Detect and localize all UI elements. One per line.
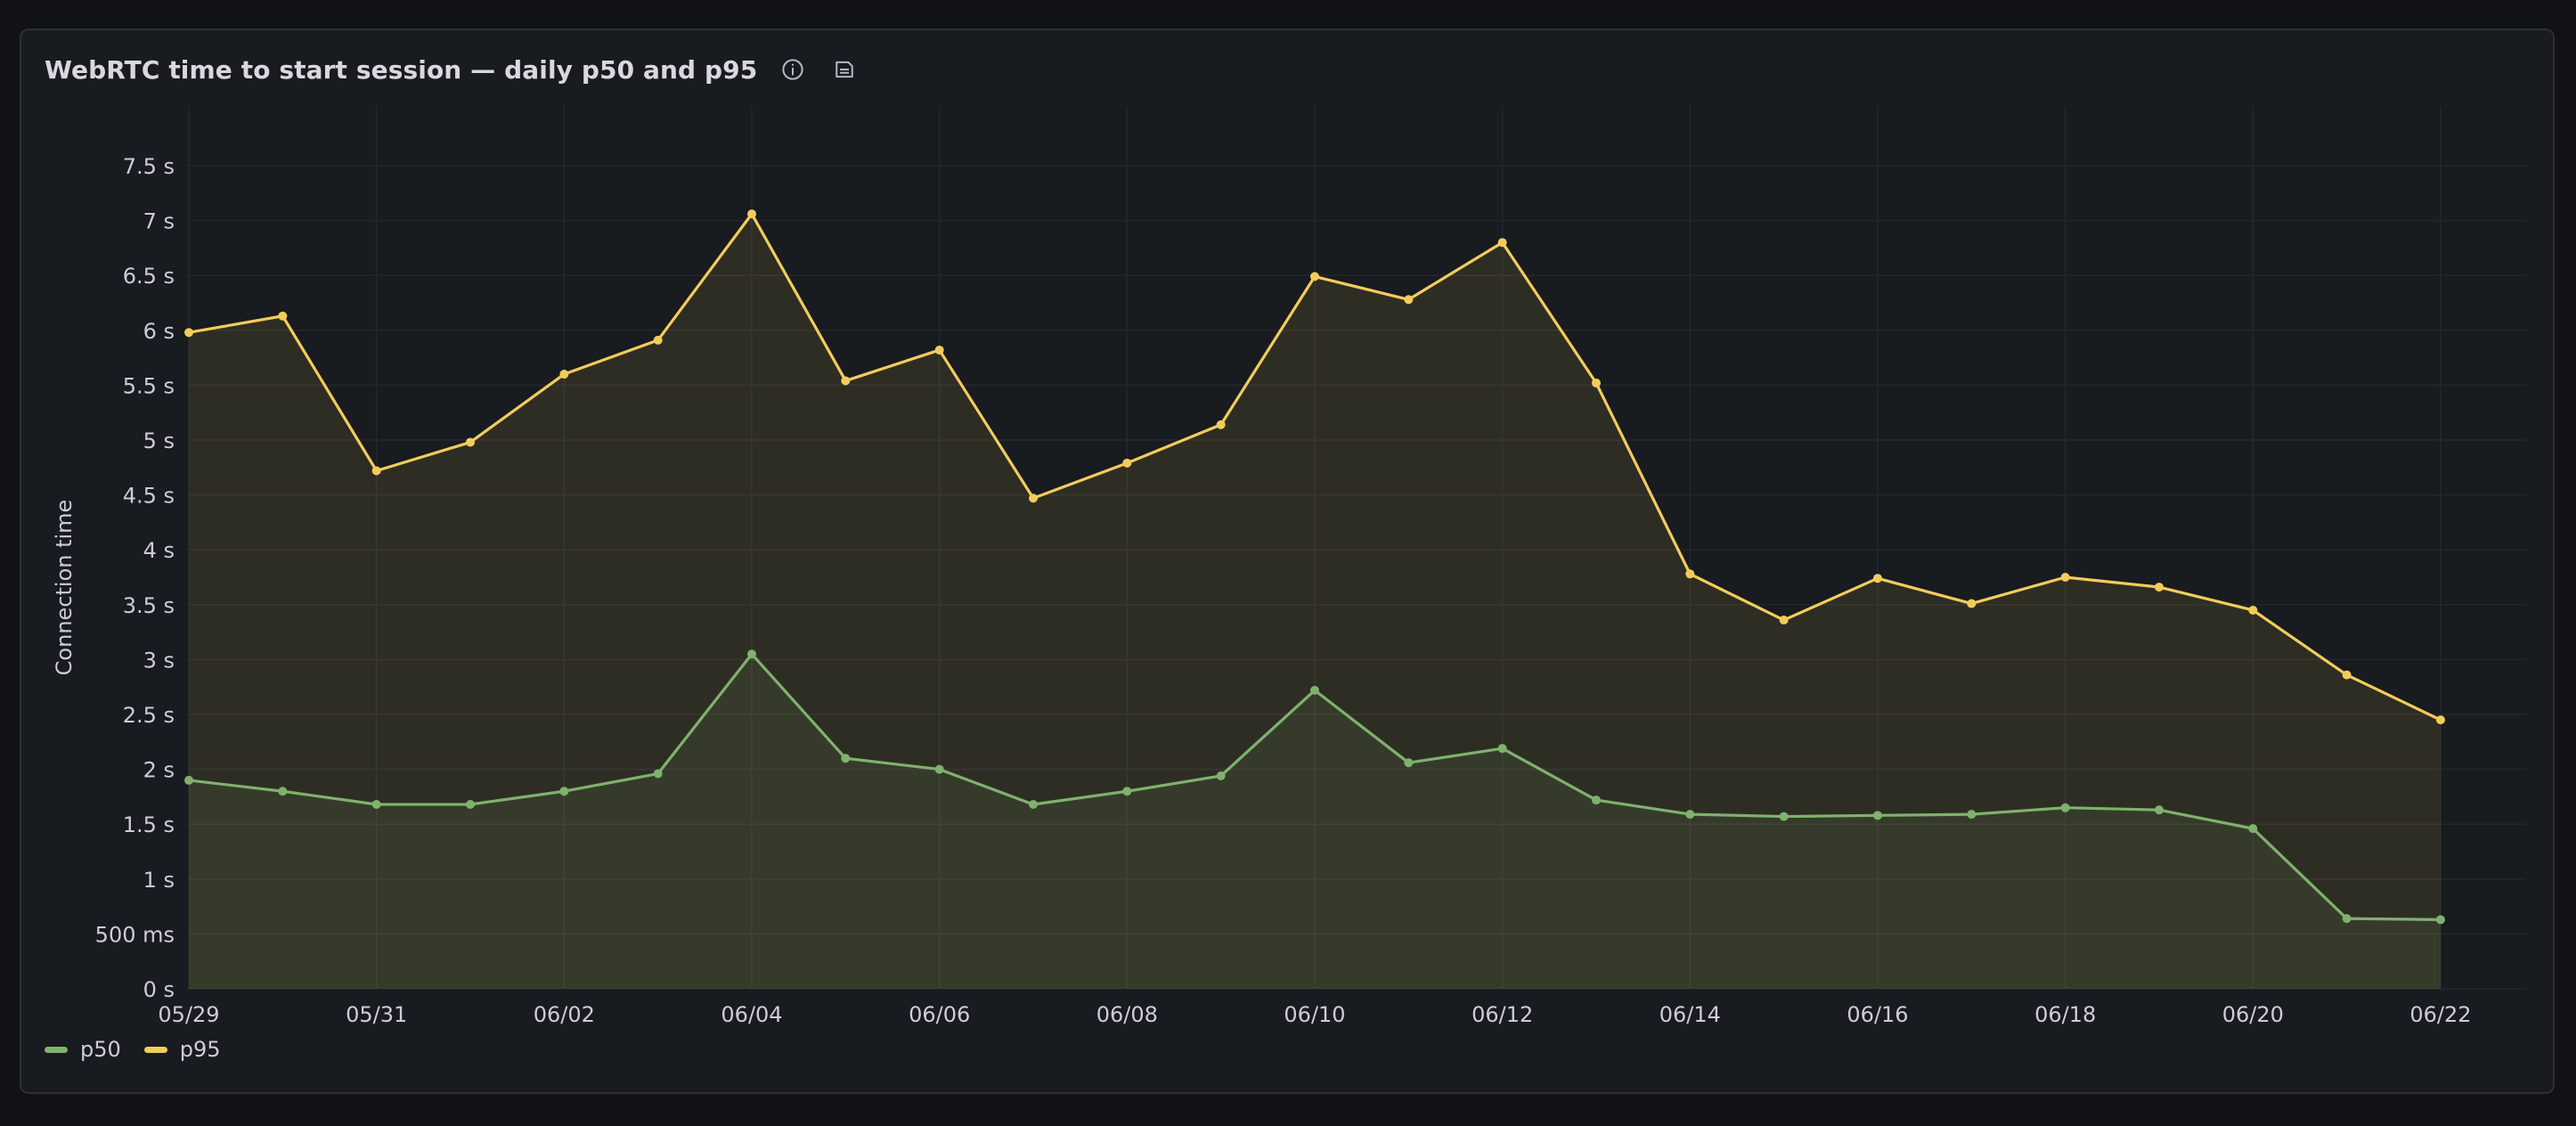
data-point-p50 bbox=[1404, 758, 1414, 768]
y-tick-label: 1.5 s bbox=[123, 812, 175, 837]
data-point-p95 bbox=[2342, 670, 2352, 680]
y-tick-label: 5.5 s bbox=[123, 373, 175, 398]
data-point-p50 bbox=[278, 787, 288, 796]
x-tick-label: 06/02 bbox=[534, 1002, 595, 1027]
data-point-p50 bbox=[2342, 914, 2352, 924]
data-point-p95 bbox=[1497, 238, 1507, 248]
panel-header: WebRTC time to start session — daily p50… bbox=[45, 50, 860, 89]
x-tick-label: 06/08 bbox=[1096, 1002, 1158, 1027]
y-tick-label: 4.5 s bbox=[123, 484, 175, 509]
y-tick-label: 7 s bbox=[143, 209, 175, 234]
data-point-p95 bbox=[2248, 605, 2258, 615]
data-point-p95 bbox=[371, 466, 381, 476]
data-point-p95 bbox=[1029, 494, 1038, 503]
info-icon[interactable] bbox=[777, 53, 809, 86]
x-tick-label: 06/16 bbox=[1846, 1002, 1908, 1027]
data-point-p95 bbox=[1873, 574, 1882, 583]
data-point-p95 bbox=[278, 311, 288, 321]
data-point-p50 bbox=[934, 764, 944, 774]
chart-panel: WebRTC time to start session — daily p50… bbox=[20, 29, 2555, 1094]
data-point-p50 bbox=[1592, 796, 1601, 805]
x-tick-label: 06/04 bbox=[721, 1002, 782, 1027]
y-tick-label: 0 s bbox=[143, 977, 175, 1002]
y-tick-label: 7.5 s bbox=[123, 154, 175, 179]
data-point-p50 bbox=[1873, 811, 1882, 820]
data-point-p95 bbox=[1310, 272, 1319, 282]
data-point-p95 bbox=[466, 437, 475, 447]
y-tick-label: 4 s bbox=[143, 538, 175, 563]
data-point-p95 bbox=[1404, 295, 1414, 305]
data-point-p50 bbox=[2155, 805, 2164, 815]
data-point-p95 bbox=[841, 376, 851, 386]
area-p95 bbox=[189, 214, 2441, 989]
data-point-p50 bbox=[1967, 810, 1977, 820]
x-tick-label: 06/10 bbox=[1284, 1002, 1345, 1027]
data-point-p95 bbox=[2060, 572, 2070, 582]
x-tick-label: 06/18 bbox=[2034, 1002, 2096, 1027]
data-point-p50 bbox=[2060, 803, 2070, 812]
panel-title: WebRTC time to start session — daily p50… bbox=[45, 54, 758, 85]
data-point-p95 bbox=[559, 370, 569, 379]
data-point-p50 bbox=[1029, 800, 1038, 810]
x-tick-label: 06/12 bbox=[1471, 1002, 1533, 1027]
data-point-p50 bbox=[1310, 685, 1319, 695]
data-point-p95 bbox=[1967, 599, 1977, 608]
data-point-p95 bbox=[934, 345, 944, 355]
y-tick-label: 3 s bbox=[143, 648, 175, 673]
data-point-p50 bbox=[184, 775, 193, 785]
chart-legend: p50 p95 bbox=[45, 1037, 221, 1062]
legend-item-p95[interactable]: p95 bbox=[143, 1037, 221, 1062]
line-chart: 0 s 500 ms 1 s 1.5 s 2 s 2.5 s 3 s 3.5 s 4 s 4.5 … bbox=[52, 106, 2526, 1027]
legend-label-p50: p50 bbox=[80, 1037, 121, 1062]
x-tick-label: 05/31 bbox=[346, 1002, 407, 1027]
data-point-p95 bbox=[653, 335, 663, 345]
data-point-p95 bbox=[747, 209, 756, 219]
data-point-p95 bbox=[2436, 715, 2445, 725]
x-tick-label: 06/20 bbox=[2222, 1002, 2284, 1027]
data-point-p50 bbox=[371, 800, 381, 810]
data-point-p95 bbox=[1592, 378, 1601, 388]
y-tick-label: 6.5 s bbox=[123, 264, 175, 289]
y-tick-label: 3.5 s bbox=[123, 593, 175, 618]
data-point-p95 bbox=[1216, 420, 1226, 429]
x-tick-label: 06/14 bbox=[1659, 1002, 1721, 1027]
area-p50 bbox=[189, 654, 2441, 989]
data-point-p50 bbox=[1122, 787, 1132, 796]
data-point-p50 bbox=[841, 754, 851, 763]
legend-swatch-p50 bbox=[45, 1046, 68, 1053]
data-point-p95 bbox=[1685, 569, 1695, 579]
data-point-p50 bbox=[1685, 810, 1695, 820]
data-point-p50 bbox=[466, 800, 475, 810]
data-point-p95 bbox=[184, 328, 193, 338]
data-point-p50 bbox=[2436, 915, 2445, 925]
x-tick-label: 06/22 bbox=[2409, 1002, 2471, 1027]
legend-swatch-p95 bbox=[143, 1046, 167, 1053]
data-point-p50 bbox=[2248, 824, 2258, 834]
legend-item-p50[interactable]: p50 bbox=[45, 1037, 121, 1062]
panel-description-icon[interactable] bbox=[828, 53, 860, 86]
data-point-p95 bbox=[1779, 616, 1789, 625]
y-tick-label: 5 s bbox=[143, 428, 175, 453]
y-tick-label: 500 ms bbox=[95, 922, 175, 947]
legend-label-p95: p95 bbox=[179, 1037, 221, 1062]
data-point-p50 bbox=[1779, 812, 1789, 821]
data-point-p95 bbox=[1122, 458, 1132, 468]
y-tick-label: 2.5 s bbox=[123, 703, 175, 728]
data-point-p50 bbox=[1216, 771, 1226, 780]
data-point-p50 bbox=[747, 649, 756, 659]
data-point-p50 bbox=[559, 787, 569, 796]
y-tick-label: 1 s bbox=[143, 868, 175, 893]
data-point-p50 bbox=[653, 769, 663, 779]
data-point-p95 bbox=[2155, 583, 2164, 592]
y-tick-label: 6 s bbox=[143, 319, 175, 344]
y-axis-title: Connection time bbox=[52, 500, 77, 676]
x-tick-label: 06/06 bbox=[909, 1002, 970, 1027]
x-tick-label: 05/29 bbox=[158, 1002, 219, 1027]
y-tick-label: 2 s bbox=[143, 758, 175, 783]
data-point-p50 bbox=[1497, 744, 1507, 754]
